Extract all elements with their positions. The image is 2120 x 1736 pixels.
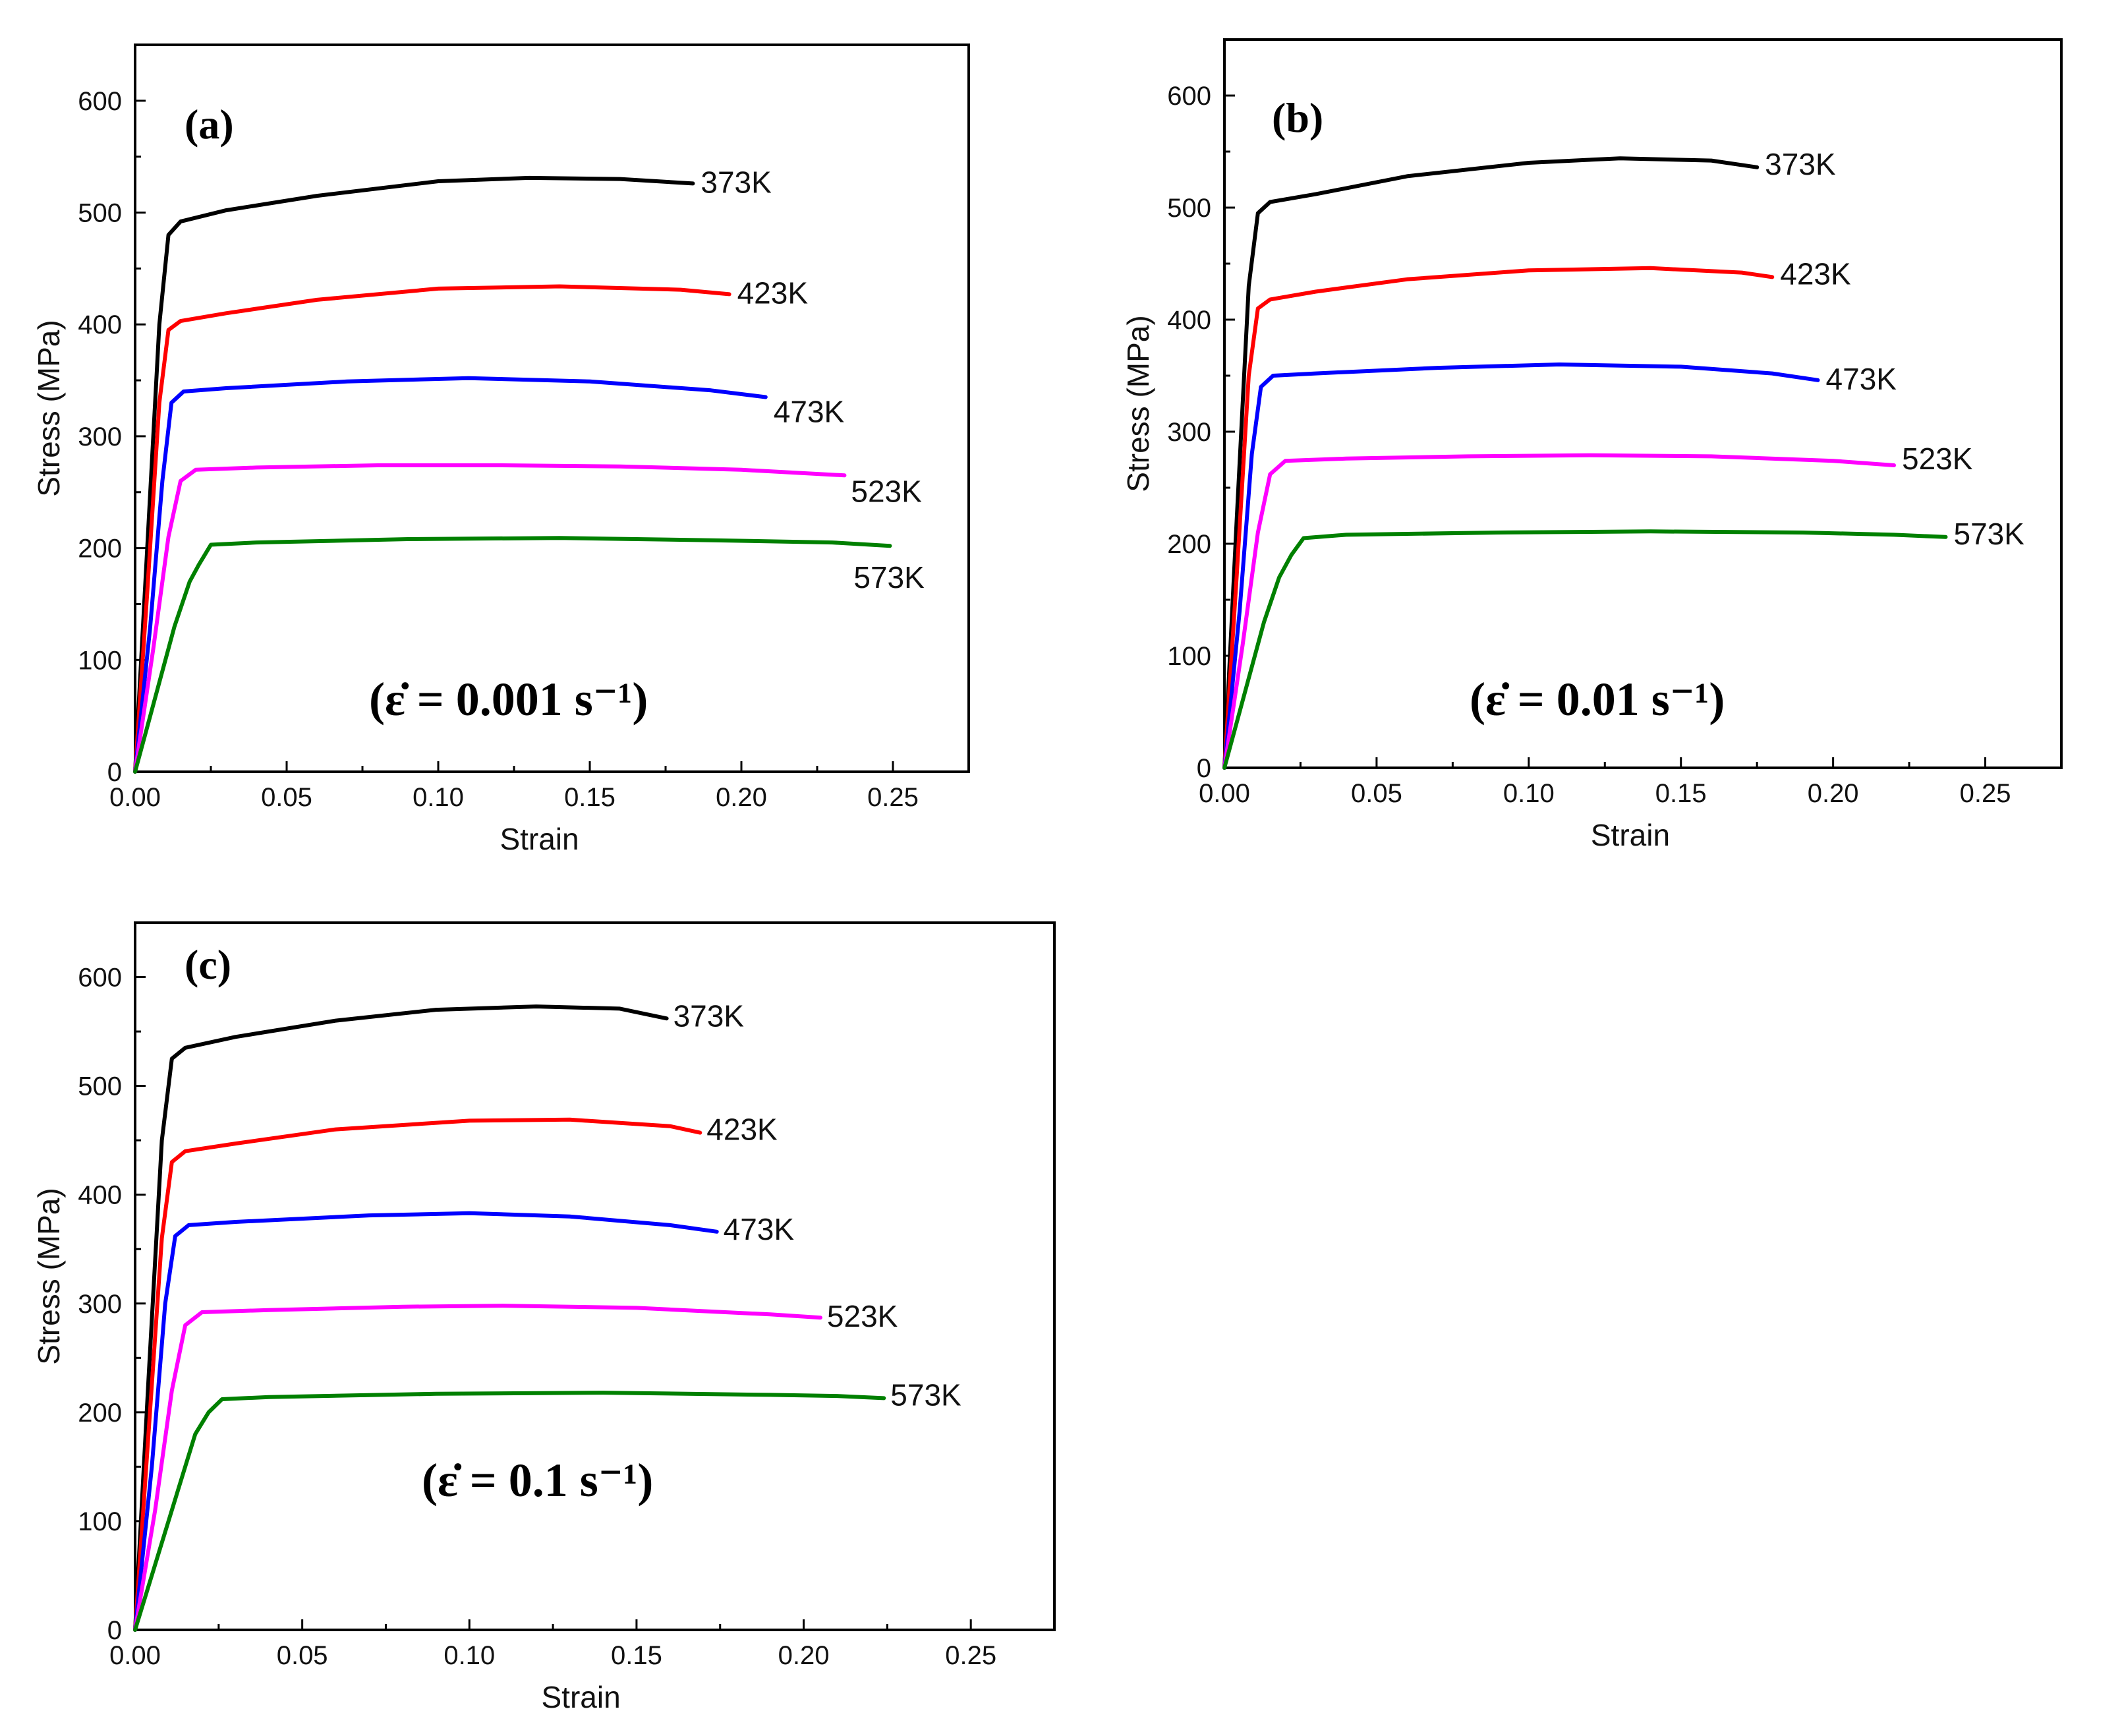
x-tick-label: 0.15 — [1655, 779, 1707, 808]
y-tick-label: 500 — [78, 1072, 122, 1101]
y-tick-label: 100 — [1167, 642, 1211, 671]
y-axis-title: Stress (MPa) — [32, 320, 66, 496]
y-tick-label: 100 — [78, 646, 122, 675]
series-line-423K — [1222, 266, 1775, 770]
y-tick-label: 0 — [107, 1616, 122, 1645]
y-tick-label: 200 — [78, 535, 122, 564]
chart-panel-b: 0.00 0.05 0.10 0.15 0.20 0.25 0 100 200 300 400 500… — [1081, 0, 2120, 852]
series-label-373K: 373K — [673, 998, 745, 1033]
series-label-473K: 473K — [774, 395, 845, 429]
series-label-573K: 573K — [1954, 517, 2025, 551]
y-tick-label: 0 — [1197, 754, 1211, 783]
series-label-423K: 423K — [1780, 256, 1851, 291]
series-line-573K — [133, 1391, 886, 1632]
strain-rate-label: (ε̇ = 0.001 s⁻¹) — [369, 673, 648, 726]
y-tick-label: 500 — [78, 199, 122, 228]
x-tick-label: 0.10 — [1503, 779, 1555, 808]
series-line-523K — [133, 463, 847, 774]
x-tick-label: 0.00 — [109, 783, 161, 812]
x-tick-label: 0.00 — [109, 1641, 161, 1670]
y-axis-title: Stress (MPa) — [32, 1188, 66, 1364]
series-line-423K — [133, 1117, 702, 1632]
stress-strain-chart-c: 0.00 0.05 0.10 0.15 0.20 0.25 0 100 200 300 400 500… — [32, 921, 1056, 1714]
series-label-473K: 473K — [724, 1212, 795, 1246]
y-tick-label: 300 — [78, 422, 122, 451]
series-label-423K: 423K — [706, 1113, 778, 1147]
series-label-373K: 373K — [1765, 147, 1836, 181]
plot-frame — [1223, 38, 2063, 769]
series-line-473K — [1222, 362, 1820, 770]
x-tick-label: 0.05 — [1351, 779, 1402, 808]
y-tick-label: 600 — [1167, 82, 1211, 111]
x-axis-title: Strain — [500, 822, 579, 850]
series-line-473K — [133, 376, 768, 774]
series-line-523K — [1222, 453, 1896, 770]
y-tick-label: 400 — [78, 1181, 122, 1210]
x-tick-label: 0.00 — [1199, 779, 1250, 808]
series-label-373K: 373K — [701, 165, 772, 199]
x-tick-label: 0.25 — [867, 783, 919, 812]
x-tick-label: 0.20 — [778, 1641, 830, 1670]
y-tick-label: 500 — [1167, 194, 1211, 223]
y-tick-label: 200 — [78, 1399, 122, 1428]
strain-rate-label: (ε̇ = 0.1 s⁻¹) — [422, 1454, 653, 1507]
panel-label: (c) — [185, 941, 231, 988]
y-tick-label: 300 — [1167, 418, 1211, 447]
y-tick-label: 100 — [78, 1507, 122, 1536]
x-tick-label: 0.20 — [716, 783, 767, 812]
series-line-573K — [1222, 529, 1948, 770]
x-tick-label: 0.10 — [444, 1641, 495, 1670]
x-tick-label: 0.05 — [277, 1641, 328, 1670]
x-tick-label: 0.05 — [261, 783, 312, 812]
series-label-573K: 573K — [853, 560, 925, 594]
x-tick-label: 0.25 — [945, 1641, 996, 1670]
y-tick-label: 200 — [1167, 530, 1211, 559]
series-line-523K — [133, 1304, 822, 1632]
panel-label: (b) — [1272, 94, 1323, 141]
series-label-473K: 473K — [1826, 362, 1897, 396]
x-tick-label: 0.10 — [413, 783, 464, 812]
x-tick-label: 0.15 — [564, 783, 616, 812]
chart-panel-a: 0.00 0.05 0.10 0.15 0.20 0.25 0 100 200 300 400 500… — [0, 0, 1041, 856]
y-tick-label: 400 — [78, 310, 122, 339]
stress-strain-chart-b: 0.00 0.05 0.10 0.15 0.20 0.25 0 100 200 300 400 500… — [1121, 38, 2063, 852]
y-tick-label: 400 — [1167, 306, 1211, 335]
x-tick-label: 0.20 — [1808, 779, 1859, 808]
y-tick-label: 600 — [78, 87, 122, 116]
y-tick-label: 600 — [78, 964, 122, 993]
x-axis-title: Strain — [1591, 818, 1670, 850]
strain-rate-label: (ε̇ = 0.01 s⁻¹) — [1470, 673, 1725, 726]
series-line-573K — [133, 536, 892, 774]
series-label-423K: 423K — [737, 275, 809, 310]
series-line-473K — [133, 1211, 719, 1632]
y-tick-label: 0 — [107, 758, 122, 787]
series-label-523K: 523K — [851, 474, 922, 508]
series-line-373K — [133, 1004, 669, 1632]
series-label-573K: 573K — [890, 1377, 961, 1412]
panel-label: (a) — [185, 101, 234, 148]
series-label-523K: 523K — [1902, 442, 1973, 476]
x-tick-label: 0.25 — [1960, 779, 2011, 808]
series-line-373K — [1222, 156, 1760, 770]
y-tick-label: 300 — [78, 1290, 122, 1319]
x-tick-label: 0.15 — [611, 1641, 662, 1670]
series-label-523K: 523K — [827, 1299, 898, 1333]
plot-frame — [134, 43, 970, 773]
series-line-423K — [133, 284, 731, 774]
series-line-373K — [133, 175, 695, 774]
x-axis-title: Strain — [541, 1680, 620, 1714]
stress-strain-chart-a: 0.00 0.05 0.10 0.15 0.20 0.25 0 100 200 300 400 500… — [32, 43, 970, 856]
y-axis-title: Stress (MPa) — [1121, 315, 1155, 492]
plot-frame — [134, 921, 1056, 1631]
chart-panel-c: 0.00 0.05 0.10 0.15 0.20 0.25 0 100 200 300 400 500… — [0, 877, 1081, 1733]
